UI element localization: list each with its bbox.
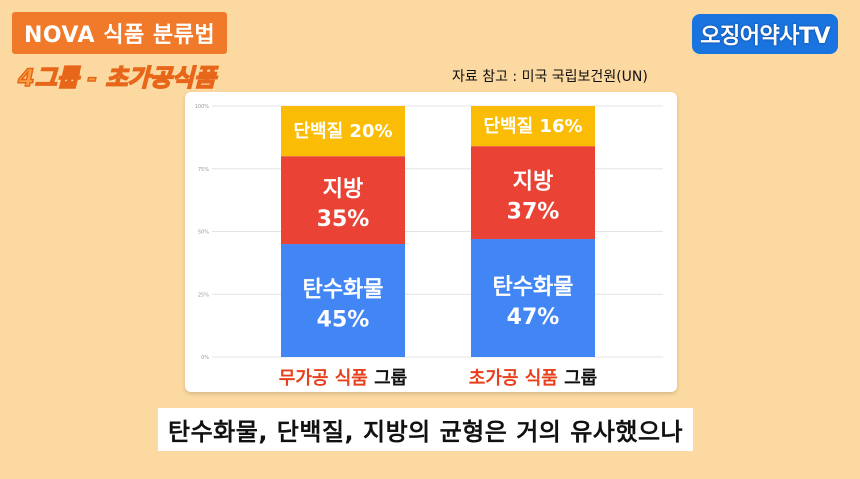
y-tick-label: 75% [198, 167, 209, 173]
bar-segment [471, 106, 595, 147]
bar-data-label: 단백질 16% [483, 116, 582, 137]
y-tick-label: 50% [198, 230, 209, 236]
title-badge: NOVA 식품 분류법 [12, 12, 228, 54]
bar-series-label: 지방 [513, 170, 553, 195]
y-tick-label: 25% [198, 292, 209, 298]
y-tick-label: 0% [201, 355, 209, 361]
y-tick-label: 100% [195, 104, 210, 110]
bar-data-label: 47% [507, 305, 560, 330]
bar-series-label: 탄수화물 [303, 278, 384, 303]
bar-segment [281, 244, 405, 357]
category-highlight: 무가공 식품 [279, 368, 368, 389]
subtitle-caption: 탄수화물, 단백질, 지방의 균형은 거의 유사했으나 [158, 408, 694, 451]
bar-segment [471, 239, 595, 357]
subtitle: 4그룹 - 초가공식품 [17, 63, 216, 93]
x-category-label: 무가공 식품 그룹 [279, 368, 407, 389]
bar-data-label: 45% [317, 308, 370, 333]
chart-panel: 0% 25% 50% 75% 100% 탄수화물 45% 지방 35% 단백질 20% 무가공 식품… [185, 92, 677, 392]
bar-series-label: 탄수화물 [493, 275, 574, 300]
source-note: 자료 참고 : 미국 국립보건원(UN) [452, 69, 648, 85]
bar-series-label: 지방 [323, 177, 363, 202]
category-highlight: 초가공 식품 [469, 368, 558, 389]
category-suffix: 그룹 [558, 368, 597, 389]
stacked-bar-chart: 0% 25% 50% 75% 100% 탄수화물 45% 지방 35% 단백질 20% 무가공 식품… [195, 104, 663, 389]
bar-segment [281, 156, 405, 245]
bar-data-label: 37% [507, 200, 560, 225]
category-suffix: 그룹 [368, 368, 407, 389]
x-category-label: 초가공 식품 그룹 [469, 368, 597, 389]
bar-data-label: 35% [317, 207, 370, 232]
channel-logo: 오징어약사TV [692, 14, 838, 54]
bar-segment [471, 146, 595, 240]
bar-segment [281, 106, 405, 157]
bar-data-label: 단백질 20% [293, 121, 392, 142]
